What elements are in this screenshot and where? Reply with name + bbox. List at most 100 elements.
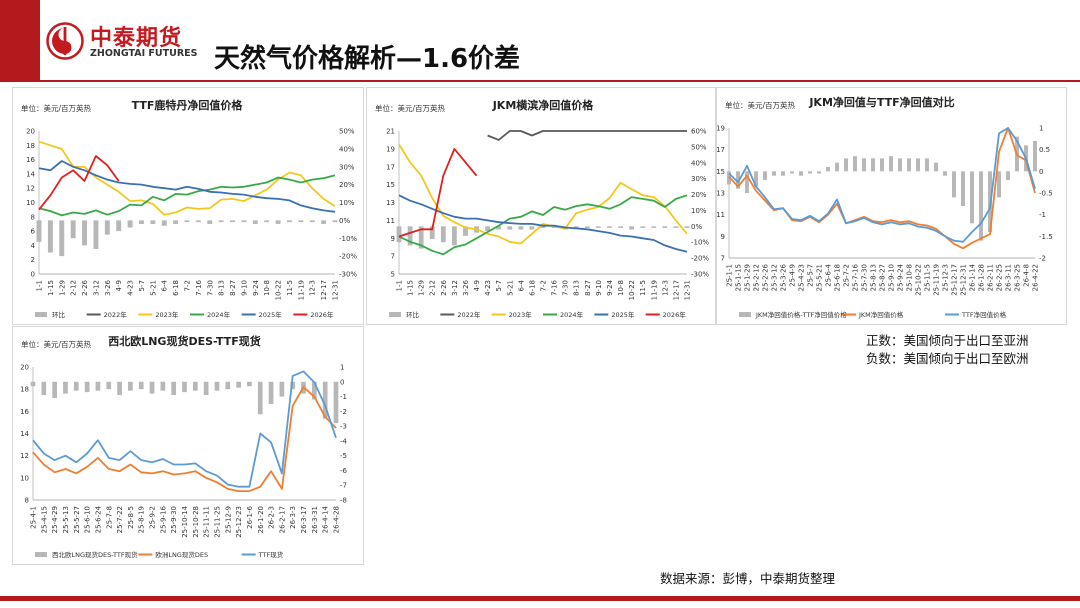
brand-sidebar — [0, 0, 40, 82]
bar-mark — [104, 220, 110, 235]
x-tick-label: 12-17 — [672, 280, 680, 300]
series-line — [38, 155, 120, 211]
x-tick-label: 4-9 — [473, 280, 481, 291]
page-title: 天然气价格解析—1.6价差 — [214, 44, 521, 74]
x-tick-label: 5-21 — [149, 280, 157, 296]
bar-mark — [138, 381, 144, 390]
y-tick-label: 12 — [20, 452, 29, 460]
bar-mark — [93, 220, 99, 249]
legend-label: 欧洲LNG现货DES — [155, 550, 208, 559]
chart-svg-jkm-ttf: 单位：美元/百万英热 JKM净回值与TTF净回值对比 7 9 11 13 15 17 19 -2 -… — [717, 95, 1053, 319]
bar-mark — [161, 220, 167, 226]
x-tick-label: 25-2-26 — [762, 263, 770, 291]
y-tick-label: 8 — [25, 497, 29, 505]
bar-mark — [997, 171, 1001, 198]
x-tick-label: 25-8-13 — [870, 264, 878, 291]
bar-mark — [772, 171, 776, 176]
bar-mark — [763, 171, 767, 180]
x-tick-label: 10-8 — [617, 280, 625, 296]
x-tick-label: 25-4-1 — [30, 506, 38, 529]
bar-mark — [252, 220, 258, 224]
bar-mark — [332, 220, 338, 223]
legend-label: 2023年 — [509, 310, 533, 319]
x-tick-label: 1-15 — [407, 280, 415, 296]
bar-mark — [880, 158, 884, 172]
bar-mark — [736, 171, 740, 189]
series-line — [398, 143, 688, 245]
bar-mark — [529, 226, 535, 230]
x-tick-label: 25-8-19 — [138, 506, 146, 533]
y2-tick-label: 50% — [339, 128, 355, 136]
y-tick-label: 14 — [20, 430, 29, 438]
x-tick-label: 25-6-18 — [834, 264, 842, 291]
x-tick-label: 1-29 — [418, 280, 426, 296]
y2-tick-label: 60% — [691, 128, 707, 136]
y2-tick-label: -30% — [691, 271, 709, 279]
bar-mark — [127, 220, 133, 228]
bar-mark — [52, 381, 57, 399]
chart-unit: 单位：美元/百万英热 — [21, 339, 92, 349]
bar-mark — [898, 158, 902, 172]
x-tick-label: 25-10-22 — [915, 264, 923, 296]
x-tick-label: 25-6-10 — [84, 506, 92, 533]
x-tick-label: 25-1-29 — [744, 264, 752, 291]
x-tick-label: 25-12-9 — [224, 506, 232, 533]
x-tick-label: 6-18 — [172, 280, 180, 296]
x-tick-label: 6-4 — [161, 279, 169, 291]
bar-mark — [407, 226, 413, 246]
y-tick-label: 2 — [31, 256, 35, 264]
legend-label: 2023年 — [155, 310, 179, 319]
bar-mark — [1006, 171, 1010, 180]
x-tick-label: 9-24 — [606, 279, 614, 295]
bar-mark — [312, 381, 317, 400]
y-tick-label: 9 — [721, 233, 725, 241]
chart-unit: 单位：美元/百万英热 — [725, 100, 796, 110]
y-tick-label: 10 — [26, 199, 35, 207]
bar-mark — [286, 220, 292, 223]
legend-label: 环比 — [406, 310, 420, 319]
y-tick-label: 13 — [386, 199, 395, 207]
y2-tick-label: 50% — [691, 143, 707, 151]
x-tick-label: 26-2-25 — [996, 264, 1004, 291]
legend-label: 2026年 — [310, 310, 334, 319]
y-tick-label: 15 — [386, 181, 395, 189]
x-tick-label: 1-15 — [47, 280, 55, 296]
x-tick-label: 3-26 — [462, 279, 470, 295]
y2-tick-label: 0 — [1039, 168, 1043, 176]
x-tick-label: 25-5-21 — [816, 264, 824, 291]
bar-mark — [95, 381, 101, 391]
y-tick-label: 16 — [20, 408, 29, 416]
bar-mark — [298, 220, 304, 223]
x-tick-label: 26-2-11 — [987, 264, 995, 291]
x-tick-label: 7-30 — [206, 280, 214, 296]
legend-label: JKM净回值价格 — [858, 310, 904, 319]
y2-tick-label: 30% — [339, 163, 355, 171]
x-tick-label: 25-3-12 — [771, 264, 779, 291]
x-tick-label: 25-10-28 — [192, 506, 200, 538]
y2-tick-label: 40% — [691, 159, 707, 167]
x-tick-label: 3-12 — [92, 280, 100, 296]
bar-mark — [440, 226, 446, 243]
x-tick-label: 2-12 — [70, 280, 78, 296]
y-tick-label: 20 — [20, 364, 29, 372]
x-tick-label: 25-12-31 — [960, 264, 968, 296]
y2-tick-label: 30% — [691, 175, 707, 183]
y2-tick-label: -5 — [340, 452, 347, 460]
x-tick-label: 1-1 — [36, 280, 44, 291]
y-tick-label: 4 — [31, 242, 36, 250]
y2-tick-label: -2 — [340, 408, 347, 416]
y2-tick-label: -1.5 — [1039, 233, 1053, 241]
x-tick-label: 26-1-28 — [978, 264, 986, 291]
series-line — [32, 386, 337, 492]
bar-mark — [496, 226, 502, 230]
bar-mark — [507, 226, 513, 230]
note-negative: 负数：美国倾向于出口至欧洲 — [866, 351, 1029, 366]
x-tick-label: 2-12 — [429, 280, 437, 296]
x-tick-label: 25-9-2 — [149, 506, 157, 529]
series-line — [38, 160, 336, 213]
series-line — [487, 130, 687, 141]
bar-mark — [275, 220, 281, 224]
legend-swatch — [35, 312, 47, 317]
bar-mark — [979, 171, 983, 241]
company-name-en: ZHONGTAI FUTURES — [90, 48, 198, 59]
